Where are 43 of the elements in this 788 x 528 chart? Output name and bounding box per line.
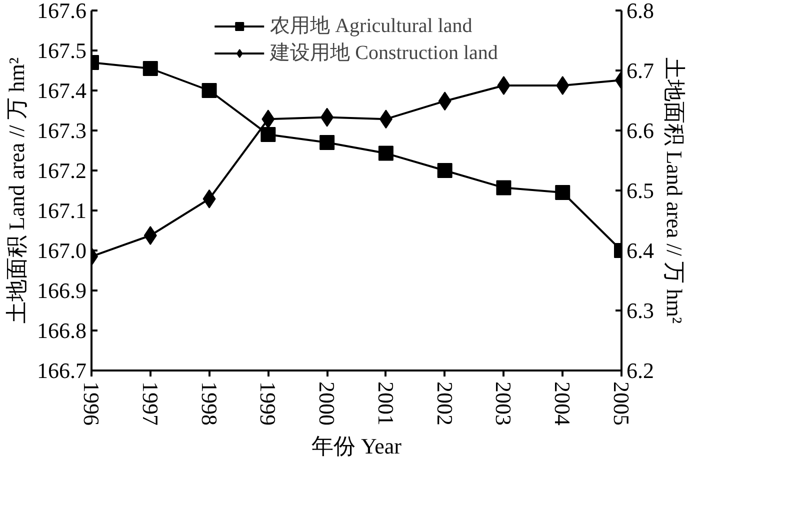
y-axis-title: 土地面积 Land area // 万 hm² [4,56,29,324]
y-tick-label: 167.1 [37,198,86,223]
x-tick-label: 2003 [491,382,516,426]
legend-label: 农用地 Agricultural land [270,14,472,39]
point [320,135,335,150]
y-tick-label: 167.6 [37,0,86,23]
y2-tick-label: 6.4 [626,238,654,263]
x-tick-label: 2000 [314,382,340,426]
x-tick-label: 1998 [196,382,222,426]
y-tick-label: 167.4 [37,78,86,103]
x-tick-label: 2005 [609,382,634,426]
y2-tick-label: 6.2 [626,358,654,383]
y2-tick-label: 6.6 [626,118,654,143]
point [497,76,510,95]
x-tick-label: 1996 [79,382,104,426]
point [556,76,570,95]
y2-axis-title: 土地面积 Land area // 万 hm² [662,57,687,324]
x-tick-label: 2002 [432,382,458,426]
x-tick-label: 2001 [373,382,398,426]
y-tick-label: 166.8 [37,318,86,343]
y-tick-label: 167.0 [37,238,86,263]
x-tick-label: 1999 [256,382,281,426]
y-tick-label: 167.2 [37,158,86,183]
y2-tick-label: 6.8 [626,0,654,23]
point [378,146,394,161]
point [144,226,157,245]
point [437,163,452,178]
x-tick-label: 1997 [138,382,163,426]
point [496,180,512,196]
point [142,61,158,76]
y-tick-label: 166.7 [37,358,86,383]
point [260,127,276,142]
y2-tick-label: 6.5 [626,178,654,203]
point [202,83,217,98]
y2-tick-label: 6.7 [626,58,654,83]
x-axis-title: 年份 Year [311,434,402,458]
point [555,185,570,200]
y-tick-label: 166.9 [37,278,86,303]
y-tick-label: 167.5 [37,38,86,63]
legend-label: 建设用地 Construction land [270,41,498,66]
x-tick-label: 2004 [550,382,576,426]
y2-tick-label: 6.3 [626,298,654,323]
y-tick-label: 167.3 [37,118,86,143]
